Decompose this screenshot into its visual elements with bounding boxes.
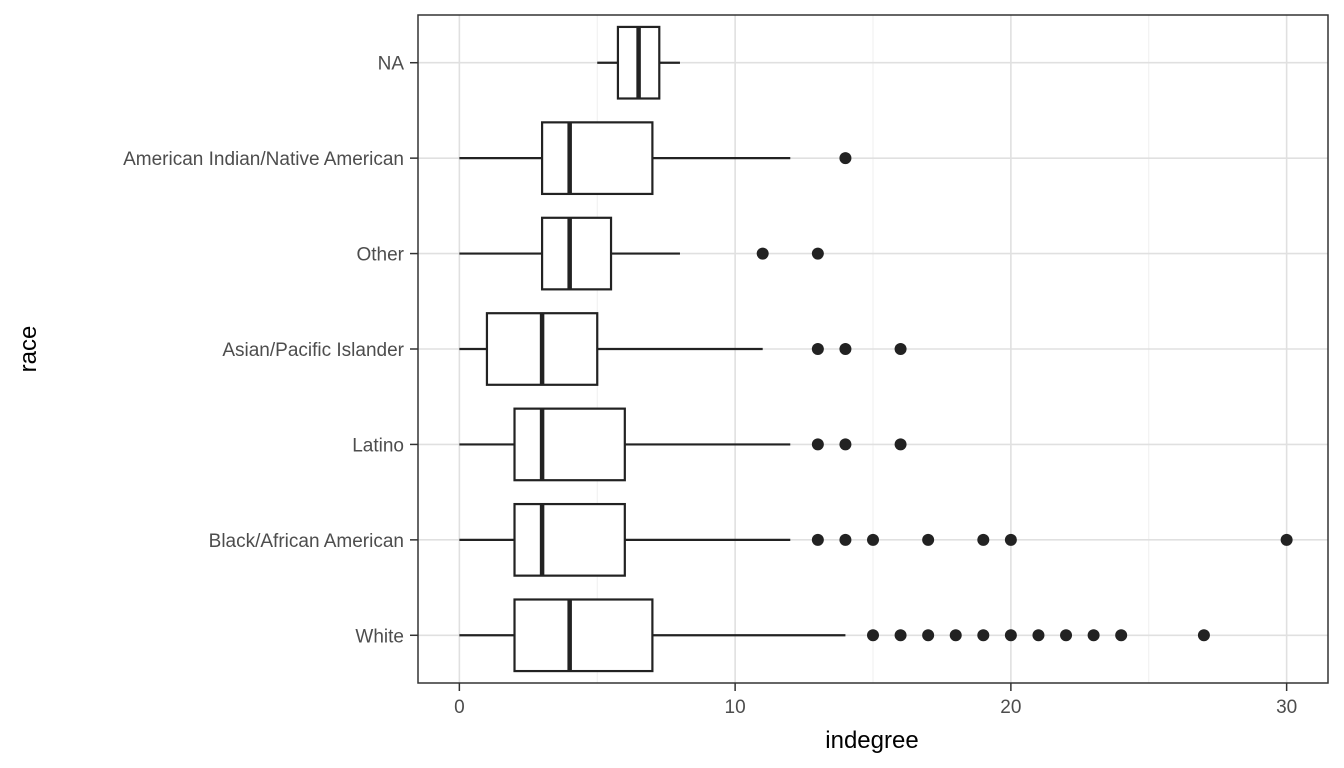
outlier-point (894, 438, 907, 451)
y-axis-title: race (15, 326, 42, 373)
outlier-point (1004, 629, 1017, 642)
outlier-point (922, 629, 935, 642)
y-tick-label: Asian/Pacific Islander (222, 340, 404, 361)
box-group (459, 502, 1293, 577)
outlier-point (811, 533, 824, 546)
outlier-point (922, 533, 935, 546)
y-tick-label: American Indian/Native American (123, 149, 404, 170)
box-group (459, 216, 824, 291)
x-axis-title: indegree (825, 727, 918, 754)
outlier-point (811, 438, 824, 451)
y-tick-label: Latino (352, 435, 404, 456)
outlier-point (1060, 629, 1073, 642)
outlier-point (1004, 533, 1017, 546)
box-iqr (513, 407, 626, 482)
y-tick-label: Black/African American (209, 531, 404, 552)
box-group (597, 25, 680, 100)
outlier-point (839, 533, 852, 546)
y-tick-label: White (355, 626, 404, 647)
outlier-point (1087, 629, 1100, 642)
outlier-point (894, 629, 907, 642)
outlier-point (977, 629, 990, 642)
outlier-point (1032, 629, 1045, 642)
box-group (459, 312, 907, 386)
box-iqr (513, 502, 626, 577)
outlier-point (1280, 533, 1293, 546)
y-tick-label: NA (378, 54, 405, 75)
boxes-layer (459, 25, 1293, 673)
outlier-point (867, 629, 879, 642)
x-tick-label: 10 (725, 697, 746, 718)
outlier-point (811, 343, 824, 355)
y-tick-label: Other (356, 245, 404, 266)
outlier-point (1197, 629, 1210, 642)
outlier-point (949, 629, 962, 642)
x-tick-label: 30 (1276, 697, 1297, 718)
outlier-point (811, 247, 824, 260)
outlier-point (839, 343, 852, 355)
box-iqr (513, 598, 654, 673)
outlier-point (977, 533, 990, 546)
box-iqr (540, 216, 613, 291)
axes-layer: White Black/African American Latino Asian/P… (123, 54, 1297, 718)
outlier-point (839, 152, 852, 165)
outlier-point (894, 343, 907, 355)
outlier-point (1115, 629, 1128, 642)
x-tick-label: 20 (1000, 697, 1021, 718)
box-group (459, 598, 1210, 673)
box-group (459, 407, 907, 482)
outlier-point (756, 247, 769, 260)
box-iqr (540, 121, 654, 196)
box-group (459, 121, 852, 196)
x-tick-label: 0 (454, 697, 465, 718)
outlier-point (839, 438, 852, 451)
outlier-point (867, 533, 879, 546)
